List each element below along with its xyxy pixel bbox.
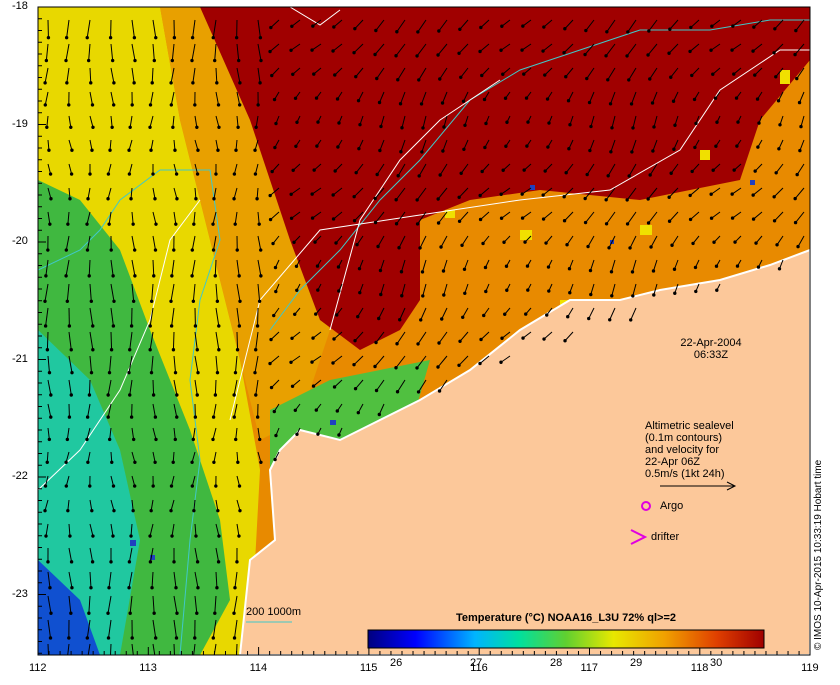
legend-line-5: 0.5m/s (1kt 24h) <box>645 468 734 480</box>
velocity-legend: Altimetric sealevel (0.1m contours) and … <box>645 420 734 480</box>
x-tick-label: 113 <box>139 662 157 674</box>
colorbar-tick-label: 26 <box>390 657 402 669</box>
colorbar-tick-label: 29 <box>630 657 642 669</box>
x-tick-label: 117 <box>581 662 599 674</box>
colorbar-tick-label: 28 <box>550 657 562 669</box>
timestamp-block: 22-Apr-2004 06:33Z <box>676 337 746 361</box>
y-tick-label: -18 <box>12 0 28 12</box>
date-label: 22-Apr-2004 <box>676 337 746 349</box>
x-tick-label: 112 <box>29 662 47 674</box>
colorbar-tick-label: 30 <box>710 657 722 669</box>
bathy-label: 200 1000m <box>246 606 301 618</box>
drifter-label: drifter <box>651 531 679 543</box>
legend-line-3: and velocity for <box>645 444 734 456</box>
legend-line-2: (0.1m contours) <box>645 432 734 444</box>
sst-field <box>38 7 810 663</box>
y-tick-label: -20 <box>12 235 28 247</box>
x-tick-label: 114 <box>250 662 268 674</box>
colorbar-tick-label: 27 <box>470 657 482 669</box>
y-tick-label: -22 <box>12 470 28 482</box>
legend-line-1: Altimetric sealevel <box>645 420 734 432</box>
y-tick-label: -21 <box>12 353 28 365</box>
legend-line-4: 22-Apr 06Z <box>645 456 734 468</box>
credit-text: © IMOS 10-Apr-2015 10:33:19 Hobart time <box>813 460 824 650</box>
y-tick-label: -23 <box>12 588 28 600</box>
time-label: 06:33Z <box>676 349 746 361</box>
x-tick-label: 118 <box>691 662 709 674</box>
colorbar-title: Temperature (°C) NOAA16_L3U 72% ql>=2 <box>368 612 764 624</box>
argo-label: Argo <box>660 500 683 512</box>
colorbar <box>368 630 764 648</box>
y-tick-label: -19 <box>12 118 28 130</box>
x-tick-label: 115 <box>360 662 378 674</box>
x-tick-label: 119 <box>801 662 819 674</box>
